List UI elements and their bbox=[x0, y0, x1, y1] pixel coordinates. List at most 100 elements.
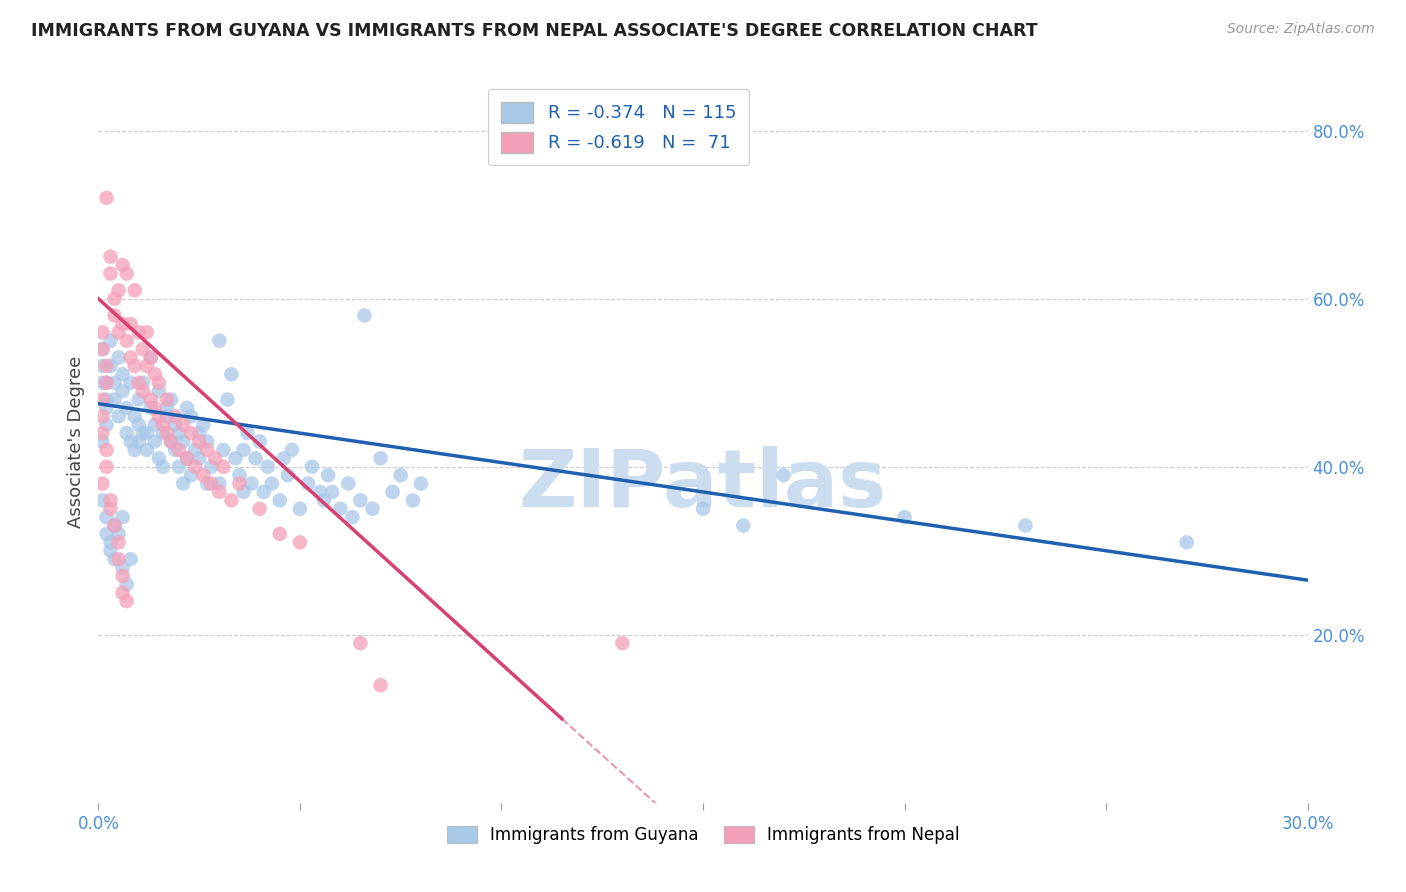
Point bbox=[1175, 535, 1198, 549]
Point bbox=[240, 476, 263, 491]
Point bbox=[139, 351, 162, 365]
Point bbox=[249, 501, 271, 516]
Point bbox=[139, 401, 162, 415]
Point bbox=[111, 569, 134, 583]
Point bbox=[91, 392, 114, 407]
Point bbox=[107, 326, 129, 340]
Point bbox=[1014, 518, 1036, 533]
Point bbox=[128, 434, 150, 449]
Point bbox=[111, 368, 134, 382]
Point bbox=[208, 334, 231, 348]
Point bbox=[103, 376, 125, 390]
Point bbox=[100, 535, 122, 549]
Point bbox=[96, 510, 118, 524]
Point bbox=[100, 543, 122, 558]
Point bbox=[103, 518, 125, 533]
Point bbox=[167, 442, 190, 457]
Point bbox=[148, 409, 170, 424]
Point bbox=[349, 636, 371, 650]
Point bbox=[100, 493, 122, 508]
Point bbox=[103, 518, 125, 533]
Point bbox=[107, 527, 129, 541]
Point bbox=[91, 476, 114, 491]
Point bbox=[232, 485, 254, 500]
Point bbox=[772, 468, 794, 483]
Point bbox=[139, 392, 162, 407]
Point bbox=[389, 468, 412, 483]
Point bbox=[96, 191, 118, 205]
Point bbox=[269, 493, 291, 508]
Point bbox=[96, 442, 118, 457]
Point bbox=[107, 351, 129, 365]
Point bbox=[91, 342, 114, 356]
Point bbox=[172, 476, 194, 491]
Point bbox=[100, 250, 122, 264]
Point bbox=[135, 359, 157, 373]
Point bbox=[269, 527, 291, 541]
Point bbox=[91, 409, 114, 424]
Point bbox=[107, 283, 129, 297]
Point bbox=[103, 552, 125, 566]
Point bbox=[228, 476, 250, 491]
Point bbox=[152, 459, 174, 474]
Point bbox=[124, 409, 146, 424]
Point bbox=[143, 417, 166, 432]
Point bbox=[100, 267, 122, 281]
Point bbox=[184, 442, 207, 457]
Point bbox=[132, 342, 155, 356]
Point bbox=[96, 459, 118, 474]
Point bbox=[160, 434, 183, 449]
Point bbox=[152, 426, 174, 441]
Point bbox=[353, 309, 375, 323]
Point bbox=[160, 392, 183, 407]
Point bbox=[249, 434, 271, 449]
Point bbox=[232, 442, 254, 457]
Point bbox=[256, 459, 278, 474]
Point bbox=[120, 376, 142, 390]
Point bbox=[200, 476, 222, 491]
Point bbox=[893, 510, 915, 524]
Point bbox=[115, 594, 138, 608]
Point bbox=[132, 376, 155, 390]
Point bbox=[124, 283, 146, 297]
Point bbox=[120, 434, 142, 449]
Point bbox=[91, 376, 114, 390]
Point bbox=[115, 334, 138, 348]
Point bbox=[111, 586, 134, 600]
Point bbox=[111, 560, 134, 574]
Point bbox=[224, 451, 246, 466]
Point bbox=[91, 359, 114, 373]
Point bbox=[107, 552, 129, 566]
Point bbox=[208, 485, 231, 500]
Point bbox=[103, 392, 125, 407]
Point bbox=[100, 334, 122, 348]
Point bbox=[96, 527, 118, 541]
Point bbox=[342, 510, 364, 524]
Point bbox=[370, 678, 392, 692]
Point bbox=[221, 493, 243, 508]
Point bbox=[128, 417, 150, 432]
Point bbox=[115, 426, 138, 441]
Point bbox=[200, 459, 222, 474]
Point bbox=[301, 459, 323, 474]
Point bbox=[180, 468, 202, 483]
Point bbox=[733, 518, 755, 533]
Point bbox=[111, 317, 134, 331]
Point bbox=[103, 309, 125, 323]
Point bbox=[253, 485, 276, 500]
Point bbox=[103, 292, 125, 306]
Point bbox=[91, 493, 114, 508]
Point bbox=[167, 459, 190, 474]
Point bbox=[96, 392, 118, 407]
Point bbox=[120, 552, 142, 566]
Point bbox=[217, 392, 239, 407]
Point bbox=[337, 476, 360, 491]
Point bbox=[172, 417, 194, 432]
Point bbox=[288, 501, 311, 516]
Point bbox=[111, 384, 134, 398]
Point bbox=[128, 376, 150, 390]
Point bbox=[148, 376, 170, 390]
Point bbox=[163, 409, 186, 424]
Point bbox=[195, 434, 218, 449]
Point bbox=[309, 485, 332, 500]
